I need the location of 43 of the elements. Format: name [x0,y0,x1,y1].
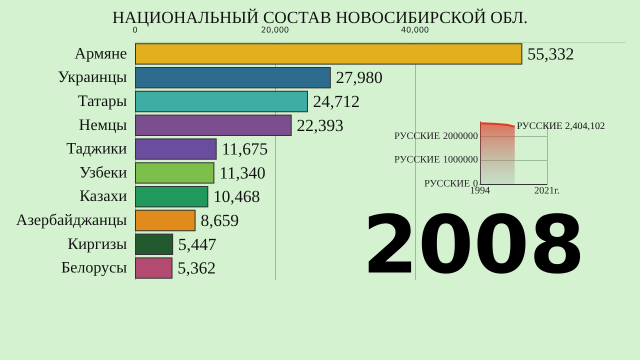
data-label: 8,659 [200,211,239,230]
text: РУССКИЕ [394,130,440,142]
chart-title: НАЦИОНАЛЬНЫЙ СОСТАВ НОВОСИБИРСКОЙ ОБЛ. [112,8,528,27]
bar [135,66,331,88]
data-label: 22,393 [296,116,344,135]
data-label: 5,362 [178,258,216,278]
y-tick-label: Украинцы [58,69,128,86]
y-tick-label: 1000000 [443,154,478,166]
bar [135,162,214,184]
series-label: РУССКИЕ [424,178,470,190]
data-label: 11,675 [222,140,268,159]
data-label: 10,468 [213,187,260,206]
y-tick-label: Казахи [79,188,128,206]
data-label: 24,712 [312,92,360,111]
bar [135,114,292,136]
bar [135,210,196,232]
data-label: 5,447 [178,234,217,254]
y-tick-label: Белорусы [61,260,128,277]
bar [135,234,174,256]
x-tick-label: 40,000 [401,26,429,34]
annotation: 2008 [362,198,585,292]
text: РУССКИЕ [394,154,440,166]
y-tick-label: Немцы [78,116,128,134]
bar [135,186,208,208]
x-tick-label: 20,000 [261,26,289,34]
x-tick-label: 1994 [470,186,490,196]
y-tick-label: Татары [78,93,128,110]
y-tick-label: Армяне [74,45,127,62]
y-tick-label: 2000000 [443,130,478,142]
data-label: 11,340 [219,163,266,182]
x-tick-label: 0 [132,26,138,34]
data-label: 27,980 [336,68,383,88]
y-tick-label: Узбеки [79,164,128,182]
data-label: 55,332 [527,44,574,64]
text: РУССКИЕ 2,404,102 [516,121,605,132]
bar [135,257,173,279]
y-tick-label: Азербайджанцы [16,212,128,229]
y-tick-label: Киргизы [68,236,128,253]
bar [135,90,308,112]
y-tick-label: Таджики [66,140,128,158]
x-tick-label: 2021г. [534,186,560,196]
bar [135,138,217,160]
bar [135,43,522,65]
